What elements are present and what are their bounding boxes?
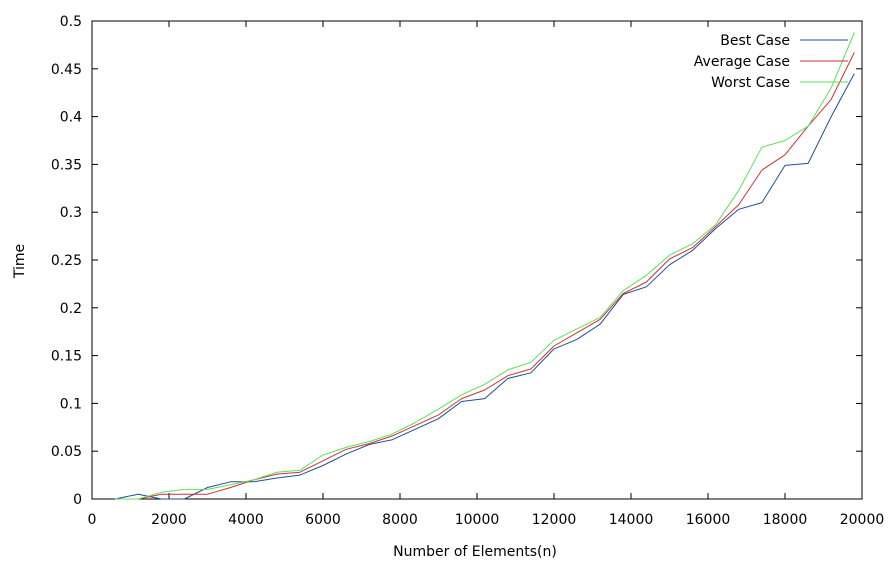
x-tick-label: 18000	[763, 512, 808, 528]
y-tick-label: 0.1	[60, 396, 82, 412]
y-tick-label: 0.5	[60, 14, 82, 30]
x-tick-label: 20000	[840, 512, 885, 528]
x-tick-label: 0	[88, 512, 97, 528]
x-axis-title: Number of Elements(n)	[393, 544, 557, 560]
y-tick-label: 0	[73, 492, 82, 508]
plot-frame	[91, 20, 863, 500]
x-tick-label: 2000	[151, 512, 187, 528]
series-line-worst-case	[115, 32, 855, 500]
x-tick-label: 12000	[532, 512, 577, 528]
series-line-average-case	[115, 52, 855, 500]
y-tick-label: 0.2	[60, 301, 82, 317]
y-tick-label: 0.45	[51, 62, 82, 78]
x-tick-label: 16000	[686, 512, 731, 528]
legend-label-best-case: Best Case	[720, 33, 790, 49]
x-tick-label: 10000	[455, 512, 500, 528]
series-line-best-case	[114, 73, 855, 500]
y-tick-label: 0.35	[51, 157, 82, 173]
y-tick-label: 0.3	[60, 205, 82, 221]
x-tick-label: 8000	[382, 512, 418, 528]
x-tick-label: 4000	[228, 512, 264, 528]
y-tick-label: 0.15	[51, 349, 82, 365]
y-tick-label: 0.4	[60, 110, 82, 126]
y-tick-label: 0.05	[51, 444, 82, 460]
y-axis-title: Time	[12, 244, 28, 279]
legend-label-worst-case: Worst Case	[711, 75, 790, 91]
y-tick-label: 0.25	[51, 253, 82, 269]
legend-label-average-case: Average Case	[694, 54, 790, 70]
x-tick-label: 6000	[305, 512, 341, 528]
x-tick-label: 14000	[609, 512, 654, 528]
